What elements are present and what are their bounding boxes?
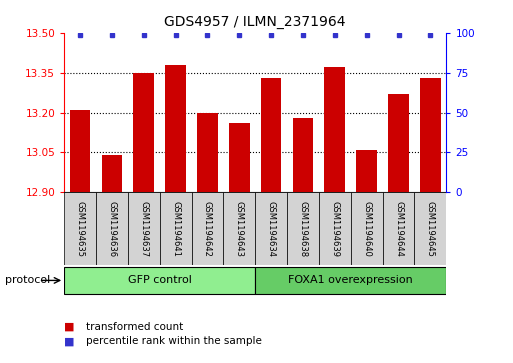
Text: percentile rank within the sample: percentile rank within the sample bbox=[86, 336, 262, 346]
Bar bbox=[287, 192, 319, 265]
Bar bbox=[229, 123, 250, 192]
Text: GSM1194635: GSM1194635 bbox=[75, 201, 85, 257]
Text: GSM1194642: GSM1194642 bbox=[203, 201, 212, 257]
Text: GSM1194637: GSM1194637 bbox=[139, 201, 148, 257]
Bar bbox=[357, 150, 377, 192]
Bar bbox=[160, 192, 191, 265]
Bar bbox=[70, 110, 90, 192]
Text: GSM1194638: GSM1194638 bbox=[299, 201, 307, 257]
Text: GSM1194643: GSM1194643 bbox=[235, 201, 244, 257]
Text: GSM1194645: GSM1194645 bbox=[426, 201, 435, 257]
Bar bbox=[133, 73, 154, 192]
Bar bbox=[292, 118, 313, 192]
Text: GSM1194644: GSM1194644 bbox=[394, 201, 403, 257]
Bar bbox=[255, 266, 446, 294]
Text: GSM1194640: GSM1194640 bbox=[362, 201, 371, 257]
Bar bbox=[96, 192, 128, 265]
Text: FOXA1 overexpression: FOXA1 overexpression bbox=[288, 276, 413, 285]
Bar bbox=[197, 113, 218, 192]
Text: GSM1194636: GSM1194636 bbox=[107, 201, 116, 257]
Bar bbox=[165, 65, 186, 192]
Text: GFP control: GFP control bbox=[128, 276, 192, 285]
Bar bbox=[383, 192, 415, 265]
Text: ■: ■ bbox=[64, 322, 74, 332]
Bar bbox=[64, 266, 255, 294]
Bar bbox=[261, 78, 282, 192]
Text: GSM1194639: GSM1194639 bbox=[330, 201, 339, 257]
Bar bbox=[319, 192, 351, 265]
Bar bbox=[102, 155, 122, 192]
Bar bbox=[223, 192, 255, 265]
Text: GSM1194634: GSM1194634 bbox=[267, 201, 275, 257]
Bar bbox=[64, 192, 96, 265]
Bar bbox=[351, 192, 383, 265]
Text: transformed count: transformed count bbox=[86, 322, 183, 332]
Bar bbox=[255, 192, 287, 265]
Bar bbox=[420, 78, 441, 192]
Bar bbox=[388, 94, 409, 192]
Text: protocol: protocol bbox=[5, 276, 50, 285]
Bar bbox=[415, 192, 446, 265]
Bar bbox=[128, 192, 160, 265]
Bar bbox=[191, 192, 223, 265]
Title: GDS4957 / ILMN_2371964: GDS4957 / ILMN_2371964 bbox=[165, 15, 346, 29]
Text: ■: ■ bbox=[64, 336, 74, 346]
Text: GSM1194641: GSM1194641 bbox=[171, 201, 180, 257]
Bar bbox=[325, 67, 345, 192]
